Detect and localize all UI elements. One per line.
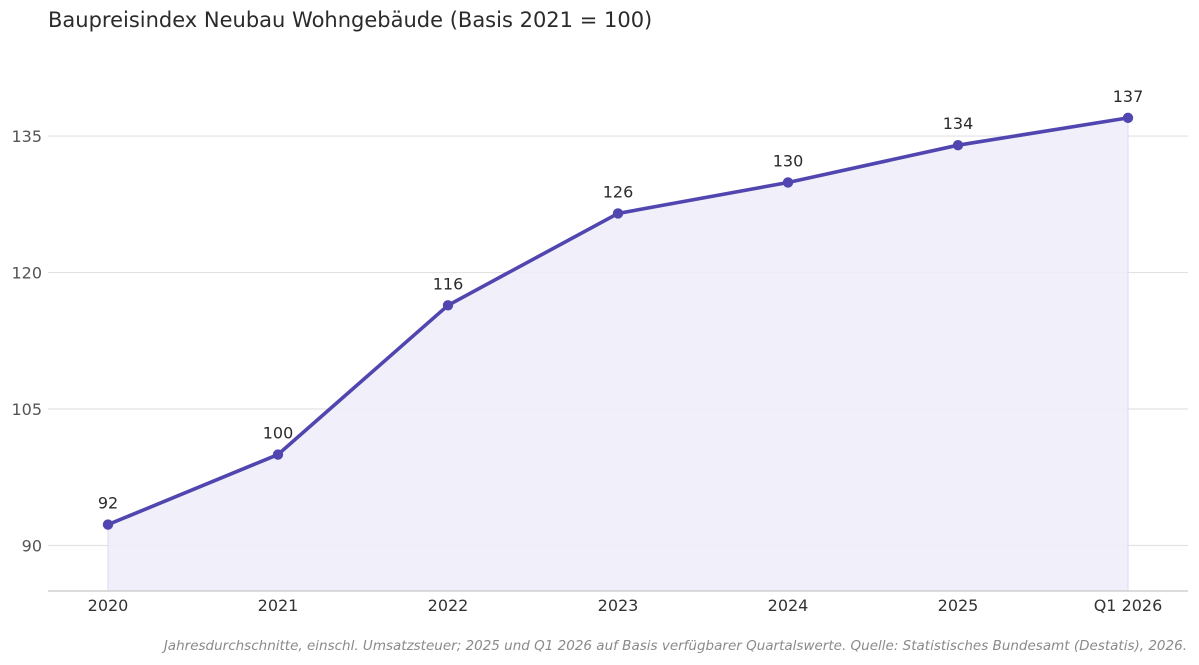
x-tick-label-2020: 2020 — [88, 596, 129, 615]
data-label-Q1-2026: 137 — [1113, 87, 1144, 106]
x-tick-labels: 2020 2021 2022 2023 2024 2025 Q1 2026 — [88, 596, 1163, 615]
data-point-2022 — [442, 300, 454, 311]
data-label-2023: 126 — [603, 182, 634, 201]
data-label-2024: 130 — [773, 151, 804, 170]
chart-title: Baupreisindex Neubau Wohngebäude (Basis … — [48, 8, 653, 32]
x-tick-label-Q1-2026: Q1 2026 — [1094, 596, 1163, 615]
data-label-2022: 116 — [433, 274, 464, 293]
y-tick-label-105: 105 — [11, 400, 42, 419]
x-tick-label-2022: 2022 — [428, 596, 469, 615]
data-label-2025: 134 — [943, 114, 974, 133]
data-point-2024 — [782, 177, 794, 188]
data-point-2020 — [102, 519, 114, 530]
x-tick-label-2025: 2025 — [938, 596, 979, 615]
data-point-Q1-2026 — [1122, 112, 1134, 124]
x-tick-label-2024: 2024 — [768, 596, 809, 615]
y-tick-label-135: 135 — [11, 127, 42, 146]
source-note: Jahresdurchschnitte, einschl. Umsatzsteu… — [163, 638, 1187, 654]
data-point-2021 — [272, 449, 284, 460]
y-tick-labels: 90 105 120 135 — [11, 127, 42, 555]
data-labels: 92 100 116 126 130 134 137 — [98, 87, 1143, 513]
y-tick-label-120: 120 — [11, 264, 42, 283]
x-tick-label-2021: 2021 — [258, 596, 299, 615]
data-points — [102, 112, 1134, 530]
y-tick-label-90: 90 — [22, 537, 42, 556]
x-tick-label-2023: 2023 — [598, 596, 639, 615]
data-point-2023 — [612, 208, 624, 219]
data-label-2020: 92 — [98, 494, 118, 513]
area-fill-path — [108, 117, 1128, 591]
area-fill — [107, 117, 1129, 591]
data-point-2025 — [952, 139, 964, 151]
data-label-2021: 100 — [263, 424, 294, 443]
